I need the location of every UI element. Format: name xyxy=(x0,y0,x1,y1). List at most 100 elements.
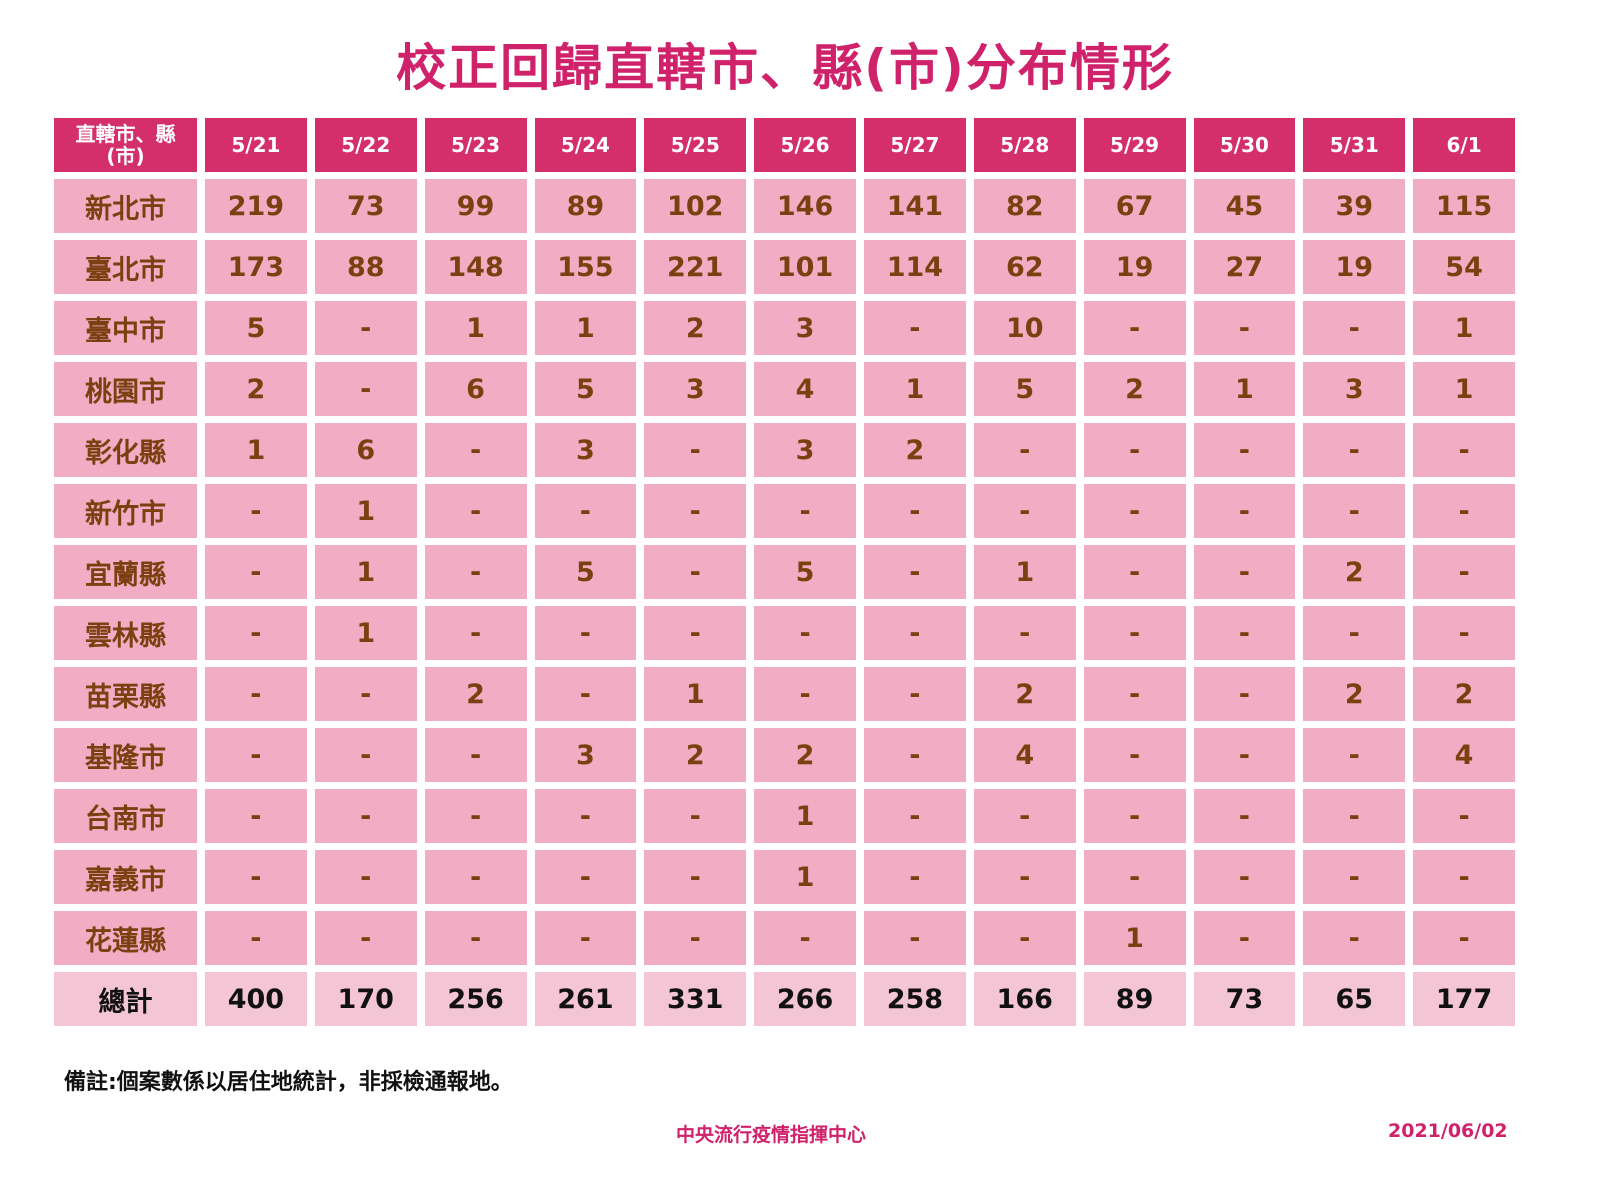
table-cell: - xyxy=(1193,545,1296,599)
row-label: 彰化縣 xyxy=(54,423,197,477)
total-cell: 177 xyxy=(1413,972,1515,1026)
table-cell: - xyxy=(1413,484,1515,538)
table-cell: - xyxy=(534,850,637,904)
table-cell: - xyxy=(754,911,856,965)
publish-date: 2021/06/02 xyxy=(1388,1120,1508,1142)
table-cell: 1 xyxy=(1083,911,1186,965)
table-cell: - xyxy=(424,728,527,782)
table-cell: 1 xyxy=(864,362,966,416)
table-cell: 45 xyxy=(1193,179,1296,233)
table-cell: 82 xyxy=(973,179,1076,233)
table-cell: 2 xyxy=(864,423,966,477)
table-cell: 88 xyxy=(314,240,417,294)
table-cell: 2 xyxy=(754,728,856,782)
table-cell: - xyxy=(205,667,307,721)
table-cell: 2 xyxy=(424,667,527,721)
table-cell: - xyxy=(205,484,307,538)
table-cell: - xyxy=(1193,606,1296,660)
row-label: 苗栗縣 xyxy=(54,667,197,721)
table-cell: - xyxy=(864,667,966,721)
table-cell: 1 xyxy=(1193,362,1296,416)
table-cell: - xyxy=(1083,789,1186,843)
row-label: 桃園市 xyxy=(54,362,197,416)
header-date: 5/22 xyxy=(314,118,417,172)
table-cell: - xyxy=(644,423,747,477)
row-label: 新竹市 xyxy=(54,484,197,538)
table-cell: 1 xyxy=(534,301,637,355)
row-label: 嘉義市 xyxy=(54,850,197,904)
table-cell: 3 xyxy=(1303,362,1406,416)
distribution-table: 直轄市、縣(市) 5/21 5/22 5/23 5/24 5/25 5/26 5/27 5/28… xyxy=(54,118,1515,1026)
header-date: 5/27 xyxy=(864,118,966,172)
table-cell: - xyxy=(644,850,747,904)
table-cell: 5 xyxy=(973,362,1076,416)
table-cell: - xyxy=(973,606,1076,660)
table-cell: 2 xyxy=(973,667,1076,721)
table-cell: - xyxy=(1413,545,1515,599)
table-cell: - xyxy=(534,789,637,843)
table-cell: - xyxy=(424,789,527,843)
table-cell: 89 xyxy=(534,179,637,233)
table-cell: 10 xyxy=(973,301,1076,355)
total-cell: 65 xyxy=(1303,972,1406,1026)
header-date: 6/1 xyxy=(1413,118,1515,172)
table-cell: 2 xyxy=(1413,667,1515,721)
table-cell: 1 xyxy=(424,301,527,355)
table-cell: 39 xyxy=(1303,179,1406,233)
table-cell: 1 xyxy=(973,545,1076,599)
table-cell: 3 xyxy=(644,362,747,416)
table-cell: - xyxy=(534,911,637,965)
table-cell: 101 xyxy=(754,240,856,294)
row-label: 臺北市 xyxy=(54,240,197,294)
table-cell: - xyxy=(314,850,417,904)
table-cell: - xyxy=(1193,911,1296,965)
table-cell: - xyxy=(314,911,417,965)
table-cell: - xyxy=(205,911,307,965)
table-cell: - xyxy=(973,789,1076,843)
table-cell: 1 xyxy=(314,545,417,599)
table-cell: - xyxy=(314,301,417,355)
table-cell: - xyxy=(644,911,747,965)
table-cell: 2 xyxy=(1083,362,1186,416)
table-cell: 2 xyxy=(1303,545,1406,599)
table-cell: 27 xyxy=(1193,240,1296,294)
table-cell: - xyxy=(314,362,417,416)
table-cell: 1 xyxy=(205,423,307,477)
table-cell: 1 xyxy=(314,606,417,660)
table-cell: - xyxy=(1083,850,1186,904)
table-cell: 6 xyxy=(424,362,527,416)
table-cell: - xyxy=(1413,423,1515,477)
table-cell: - xyxy=(973,911,1076,965)
table-cell: 1 xyxy=(754,789,856,843)
table-cell: - xyxy=(1303,911,1406,965)
header-date: 5/28 xyxy=(973,118,1076,172)
table-cell: - xyxy=(644,545,747,599)
header-date: 5/26 xyxy=(754,118,856,172)
table-cell: - xyxy=(1193,728,1296,782)
table-cell: - xyxy=(1193,484,1296,538)
table-cell: - xyxy=(1303,423,1406,477)
table-cell: - xyxy=(424,911,527,965)
table-cell: - xyxy=(1303,789,1406,843)
table-cell: - xyxy=(1083,423,1186,477)
row-label: 臺中市 xyxy=(54,301,197,355)
table-cell: - xyxy=(534,667,637,721)
table-cell: 67 xyxy=(1083,179,1186,233)
table-cell: - xyxy=(205,545,307,599)
table-cell: 19 xyxy=(1303,240,1406,294)
table-cell: 148 xyxy=(424,240,527,294)
table-cell: - xyxy=(1413,850,1515,904)
table-cell: 1 xyxy=(644,667,747,721)
table-cell: 1 xyxy=(1413,301,1515,355)
table-cell: - xyxy=(973,484,1076,538)
row-label: 雲林縣 xyxy=(54,606,197,660)
table-cell: 5 xyxy=(205,301,307,355)
page-title: 校正回歸直轄市、縣(市)分布情形 xyxy=(396,39,1174,97)
table-cell: - xyxy=(424,423,527,477)
table-cell: 99 xyxy=(424,179,527,233)
table-cell: 3 xyxy=(534,423,637,477)
table-cell: - xyxy=(864,545,966,599)
total-cell: 400 xyxy=(205,972,307,1026)
total-cell: 266 xyxy=(754,972,856,1026)
header-date: 5/25 xyxy=(644,118,747,172)
